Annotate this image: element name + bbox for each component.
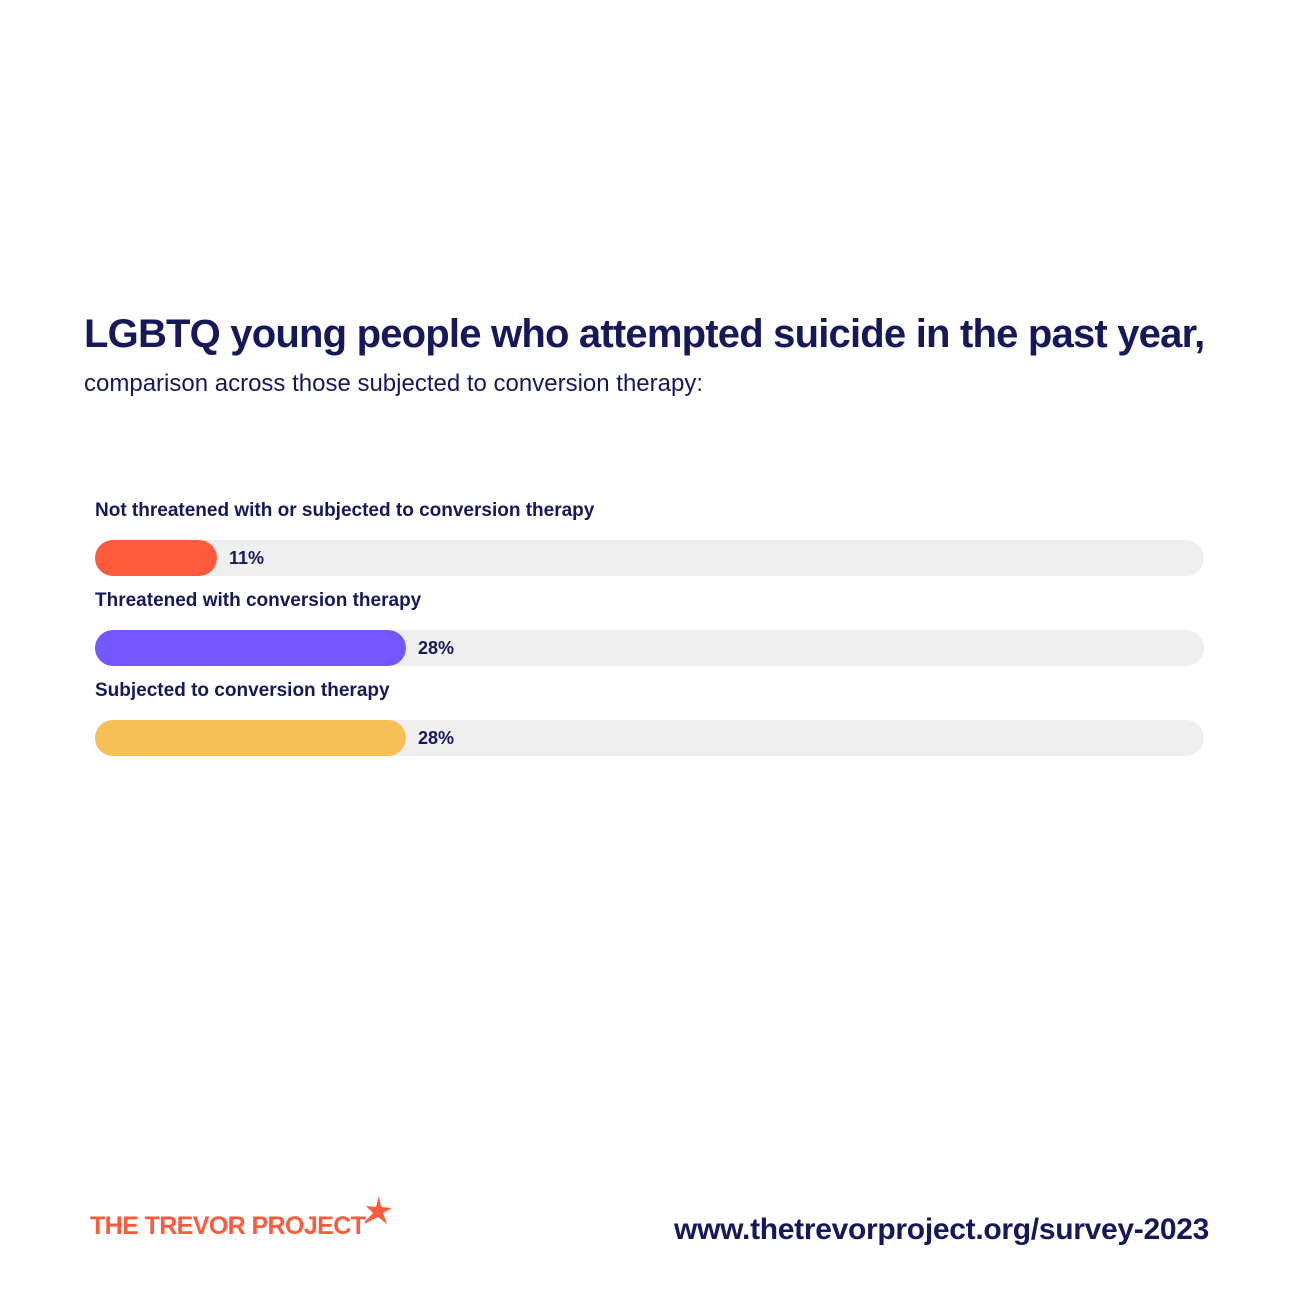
bar [95,540,217,576]
bar [95,720,406,756]
bar-track: 28% [95,630,1204,666]
category-label: Not threatened with or subjected to conv… [95,500,595,521]
star-icon [364,1196,392,1224]
bar-track: 11% [95,540,1204,576]
bar [95,630,406,666]
value-label: 11% [229,548,265,568]
bar-row: Threatened with conversion therapy 28% [95,590,1204,680]
bar-row: Not threatened with or subjected to conv… [95,500,1204,590]
bar-chart: Not threatened with or subjected to conv… [95,500,1204,770]
logo-text: THE TREVOR PROJECT [90,1212,366,1240]
value-label: 28% [418,638,455,658]
trevor-project-logo: THE TREVOR PROJECT [90,1196,400,1246]
value-label: 28% [418,728,455,748]
bar-row: Subjected to conversion therapy 28% [95,680,1204,770]
chart-subtitle: comparison across those subjected to con… [84,370,703,397]
category-label: Threatened with conversion therapy [95,590,422,611]
bar-track: 28% [95,720,1204,756]
category-label: Subjected to conversion therapy [95,680,390,701]
chart-title: LGBTQ young people who attempted suicide… [84,312,1205,356]
survey-url: www.thetrevorproject.org/survey-2023 [674,1213,1209,1246]
